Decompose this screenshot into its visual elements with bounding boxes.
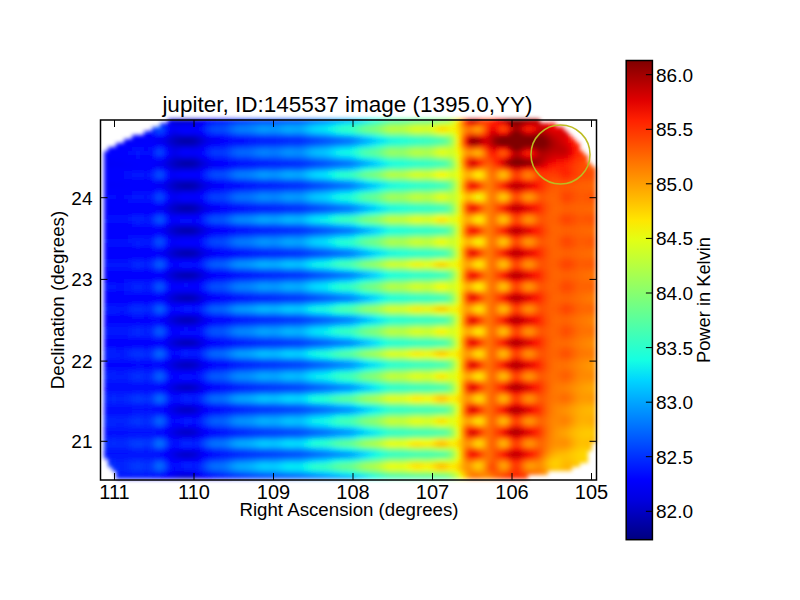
svg-text:111: 111: [99, 481, 129, 503]
svg-text:110: 110: [178, 481, 210, 503]
svg-text:84.0: 84.0: [656, 283, 693, 304]
svg-text:86.0: 86.0: [656, 65, 693, 86]
svg-text:jupiter, ID:145537 image (1395: jupiter, ID:145537 image (1395.0,YY): [161, 92, 532, 117]
svg-text:84.5: 84.5: [656, 228, 693, 249]
svg-text:105: 105: [575, 481, 608, 503]
svg-text:83.5: 83.5: [656, 338, 693, 359]
svg-text:24: 24: [71, 188, 93, 209]
svg-text:22: 22: [71, 351, 92, 372]
svg-text:85.5: 85.5: [656, 119, 693, 140]
svg-text:21: 21: [71, 431, 92, 452]
svg-text:Declination (degrees): Declination (degrees): [47, 211, 68, 390]
svg-text:Power in Kelvin: Power in Kelvin: [693, 237, 714, 363]
svg-text:82.5: 82.5: [656, 447, 693, 468]
svg-text:85.0: 85.0: [656, 174, 693, 195]
svg-text:23: 23: [71, 269, 92, 290]
svg-text:Right Ascension (degrees): Right Ascension (degrees): [239, 499, 458, 520]
svg-text:106: 106: [495, 481, 528, 503]
svg-text:82.0: 82.0: [656, 501, 693, 522]
svg-text:83.0: 83.0: [656, 392, 693, 413]
